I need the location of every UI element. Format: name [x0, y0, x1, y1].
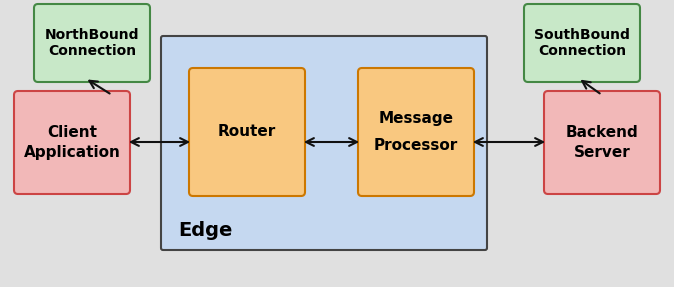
Text: Server: Server [574, 146, 630, 160]
FancyBboxPatch shape [14, 91, 130, 194]
Text: Connection: Connection [48, 44, 136, 58]
Text: SouthBound: SouthBound [534, 28, 630, 42]
Text: Message: Message [379, 111, 454, 126]
FancyBboxPatch shape [358, 68, 474, 196]
FancyBboxPatch shape [524, 4, 640, 82]
FancyBboxPatch shape [161, 36, 487, 250]
Text: Edge: Edge [178, 220, 233, 239]
Text: Client: Client [47, 125, 97, 139]
Text: Connection: Connection [538, 44, 626, 58]
Text: Backend: Backend [565, 125, 638, 139]
FancyBboxPatch shape [34, 4, 150, 82]
Text: Application: Application [24, 146, 121, 160]
FancyBboxPatch shape [189, 68, 305, 196]
FancyBboxPatch shape [544, 91, 660, 194]
Text: Processor: Processor [374, 138, 458, 153]
Text: NorthBound: NorthBound [44, 28, 140, 42]
Text: Router: Router [218, 125, 276, 139]
